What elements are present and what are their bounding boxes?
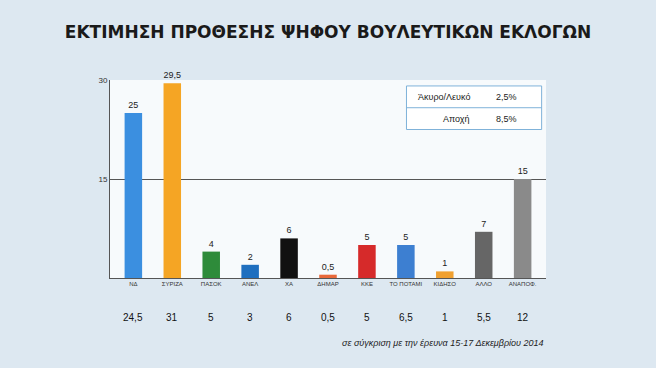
svg-text:ΠΑΣΟΚ: ΠΑΣΟΚ: [201, 281, 222, 287]
svg-text:0,5: 0,5: [322, 262, 335, 272]
svg-text:ΑΝΕΛ: ΑΝΕΛ: [242, 281, 258, 287]
svg-text:25: 25: [128, 100, 138, 110]
svg-text:5: 5: [403, 232, 408, 242]
svg-text:1: 1: [442, 258, 447, 268]
svg-text:5: 5: [208, 312, 214, 323]
svg-text:15: 15: [98, 175, 107, 184]
svg-text:7: 7: [481, 219, 486, 229]
svg-text:3: 3: [247, 312, 253, 323]
svg-text:24,5: 24,5: [123, 312, 143, 323]
svg-text:2: 2: [248, 252, 253, 262]
svg-text:ΤΟ ΠΟΤΑΜΙ: ΤΟ ΠΟΤΑΜΙ: [389, 281, 422, 287]
svg-text:ΕΚΤΙΜΗΣΗ ΠΡΟΘΕΣΗΣ ΨΗΦΟΥ ΒΟΥΛΕΥ: ΕΚΤΙΜΗΣΗ ΠΡΟΘΕΣΗΣ ΨΗΦΟΥ ΒΟΥΛΕΥΤΙΚΩΝ ΕΚΛΟ…: [65, 22, 591, 42]
svg-text:12: 12: [517, 312, 529, 323]
svg-text:ΑΛΛΟ: ΑΛΛΟ: [475, 281, 492, 287]
svg-text:0,5: 0,5: [321, 312, 335, 323]
svg-text:5: 5: [364, 232, 369, 242]
svg-text:2,5%: 2,5%: [496, 92, 517, 102]
svg-text:15: 15: [518, 166, 528, 176]
svg-text:ΣΥΡΙΖΑ: ΣΥΡΙΖΑ: [162, 281, 183, 287]
svg-text:29,5: 29,5: [164, 70, 181, 80]
svg-text:ΚΙΔΗΣΟ: ΚΙΔΗΣΟ: [434, 281, 457, 287]
svg-text:Άκυρο/Λευκό: Άκυρο/Λευκό: [418, 92, 470, 102]
svg-text:ΧΑ: ΧΑ: [285, 281, 293, 287]
svg-text:Αποχή: Αποχή: [443, 114, 470, 124]
svg-text:5: 5: [364, 312, 370, 323]
svg-text:6: 6: [287, 225, 292, 235]
svg-text:5,5: 5,5: [477, 312, 491, 323]
svg-text:6: 6: [286, 312, 292, 323]
svg-text:4: 4: [209, 239, 214, 249]
svg-text:ΝΔ: ΝΔ: [129, 281, 137, 287]
svg-text:6,5: 6,5: [399, 312, 413, 323]
svg-text:30: 30: [98, 76, 107, 85]
svg-text:σε σύγκριση με την έρευνα 15-1: σε σύγκριση με την έρευνα 15-17 Δεκεμβρί…: [342, 338, 544, 348]
svg-text:1: 1: [442, 312, 448, 323]
svg-text:ΑΝΑΠΟΦ.: ΑΝΑΠΟΦ.: [509, 281, 537, 287]
svg-text:31: 31: [166, 312, 178, 323]
svg-text:ΚΚΕ: ΚΚΕ: [361, 281, 373, 287]
svg-text:8,5%: 8,5%: [496, 114, 517, 124]
svg-text:ΔΗΜΑΡ: ΔΗΜΑΡ: [317, 281, 338, 287]
